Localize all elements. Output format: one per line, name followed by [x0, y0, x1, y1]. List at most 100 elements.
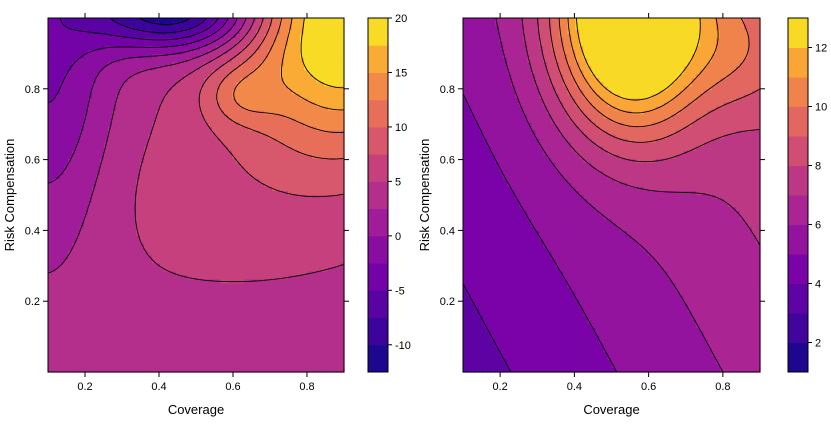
contour-cell — [124, 130, 129, 136]
contour-cell — [160, 174, 165, 180]
contour-cell — [88, 146, 93, 152]
contour-cell — [188, 255, 193, 260]
contour-cell — [164, 86, 169, 92]
contour-cell — [140, 130, 145, 136]
contour-cell — [180, 162, 185, 168]
contour-cell — [156, 178, 161, 184]
contour-cell — [76, 211, 81, 216]
contour-cell — [164, 279, 169, 285]
contour-cell — [128, 195, 133, 200]
contour-cell — [108, 259, 113, 264]
contour-cell — [172, 106, 177, 112]
contour-cell — [256, 303, 261, 309]
contour-cell — [252, 275, 257, 281]
contour-cell — [152, 114, 157, 120]
contour-cell — [84, 86, 89, 92]
contour-cell — [264, 174, 269, 180]
contour-cell — [140, 134, 145, 140]
contour-cell — [220, 62, 225, 67]
contour-cell — [152, 18, 157, 23]
contour-cell — [144, 30, 149, 35]
contour-cell — [60, 295, 65, 301]
contour-cell — [164, 178, 169, 184]
contour-cell — [136, 170, 141, 176]
contour-cell — [72, 355, 77, 361]
contour-cell — [112, 70, 117, 75]
contour-cell — [264, 295, 269, 301]
contour-cell — [248, 150, 253, 156]
contour-cell — [216, 90, 221, 96]
contour-cell — [120, 102, 125, 108]
contour-cell — [268, 335, 273, 341]
contour-cell — [140, 343, 145, 349]
contour-cell — [216, 355, 221, 361]
contour-cell — [88, 98, 93, 104]
contour-cell — [56, 363, 61, 369]
contour-cell — [56, 219, 61, 224]
contour-cell — [220, 343, 225, 349]
contour-cell — [228, 295, 233, 301]
contour-cell — [84, 363, 89, 369]
contour-cell — [228, 319, 233, 325]
contour-cell — [216, 343, 221, 349]
contour-cell — [60, 279, 65, 285]
contour-cell — [132, 247, 137, 252]
contour-cell — [60, 351, 65, 357]
contour-cell — [104, 211, 109, 216]
contour-cell — [160, 355, 165, 361]
contour-cell — [204, 82, 209, 87]
contour-cell — [108, 86, 113, 92]
contour-cell — [272, 30, 277, 35]
contour-cell — [232, 114, 237, 120]
contour-cell — [212, 102, 217, 108]
contour-cell — [260, 106, 265, 112]
contour-cell — [260, 283, 265, 289]
contour-cell — [208, 299, 213, 305]
contour-cell — [176, 18, 181, 23]
contour-cell — [156, 26, 161, 31]
contour-cell — [48, 355, 53, 361]
contour-cell — [136, 182, 141, 188]
contour-cell — [268, 90, 273, 96]
contour-cell — [84, 315, 89, 321]
contour-cell — [96, 243, 101, 248]
contour-cell — [72, 267, 77, 273]
contour-cell — [136, 331, 141, 337]
contour-cell — [120, 367, 125, 373]
contour-cell — [64, 110, 69, 116]
contour-cell — [96, 355, 101, 361]
contour-cell — [252, 347, 257, 353]
contour-cell — [80, 343, 85, 349]
contour-cell — [64, 251, 69, 256]
contour-cell — [208, 50, 213, 55]
contour-cell — [172, 190, 177, 196]
contour-cell — [152, 174, 157, 180]
contour-cell — [204, 263, 209, 269]
contour-cell — [192, 130, 197, 136]
contour-cell — [120, 231, 125, 236]
contour-cell — [80, 174, 85, 180]
contour-cell — [64, 54, 69, 59]
contour-cell — [48, 122, 53, 128]
contour-cell — [208, 70, 213, 75]
contour-cell — [120, 211, 125, 216]
contour-cell — [136, 223, 141, 228]
contour-cell — [108, 42, 113, 47]
contour-cell — [180, 223, 185, 228]
contour-cell — [244, 287, 249, 293]
contour-cell — [192, 199, 197, 204]
contour-cell — [68, 126, 73, 132]
contour-cell — [140, 263, 145, 269]
contour-cell — [220, 215, 225, 220]
contour-cell — [60, 162, 65, 168]
contour-cell — [172, 138, 177, 144]
contour-cell — [200, 271, 205, 277]
contour-cell — [172, 303, 177, 309]
contour-cell — [164, 70, 169, 75]
contour-cell — [64, 58, 69, 63]
contour-cell — [164, 50, 169, 55]
contour-cell — [196, 114, 201, 120]
contour-cell — [196, 78, 201, 83]
contour-cell — [56, 46, 61, 51]
contour-cell — [252, 110, 257, 116]
